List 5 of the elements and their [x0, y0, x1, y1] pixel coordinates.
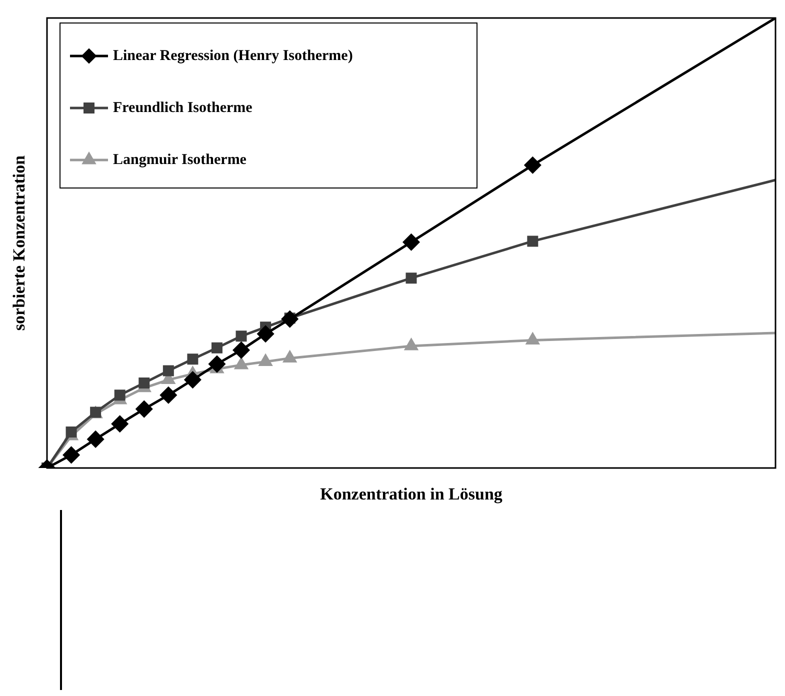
legend-label: Freundlich Isotherme [113, 100, 253, 116]
legend-label: Langmuir Isotherme [113, 152, 247, 168]
x-axis-title: Konzentration in Lösung [320, 484, 503, 504]
legend-label: Linear Regression (Henry Isotherme) [113, 48, 353, 64]
y-axis-title: sorbierte Konzentration [9, 154, 28, 331]
